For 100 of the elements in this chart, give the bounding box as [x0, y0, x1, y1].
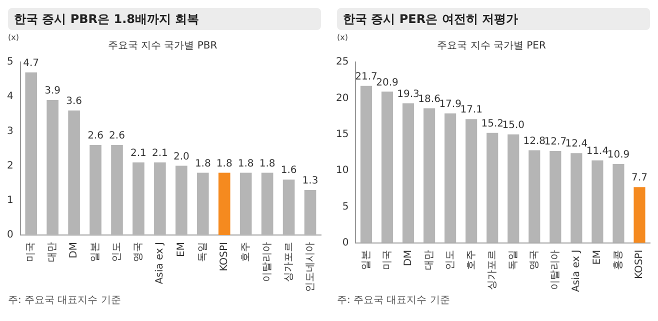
data-label: 1.8: [238, 158, 254, 170]
data-label: 1.6: [280, 165, 297, 176]
bar: [570, 153, 582, 243]
x-tick-label: 영국: [528, 250, 540, 270]
bar: [360, 86, 372, 243]
bar: [592, 160, 604, 243]
bar: [25, 72, 38, 235]
data-label: 1.8: [216, 158, 232, 170]
chart-title: 한국 증시 PER은 여전히 저평가: [337, 8, 650, 30]
data-label: 15.0: [502, 120, 525, 131]
x-tick-label: 이탈리아: [262, 242, 273, 282]
bar: [90, 145, 102, 235]
x-tick-label: DM: [68, 242, 80, 258]
y-axis-title: (x): [8, 33, 19, 42]
bar: [132, 162, 144, 235]
chart-title: 한국 증시 PBR은 1.8배까지 회복: [8, 8, 321, 30]
bar: [528, 150, 540, 243]
y-tick-label: 15: [336, 128, 349, 140]
y-tick-label: 1: [6, 194, 14, 206]
data-label: 1.8: [259, 158, 276, 170]
bar: [196, 172, 209, 235]
x-tick-label: KOSPI: [634, 250, 646, 280]
y-tick-label: 4: [6, 91, 14, 102]
x-tick-label: 호주: [466, 250, 477, 270]
x-tick-label: KOSPI: [218, 242, 230, 272]
data-label: 2.0: [173, 151, 190, 162]
bar: [218, 172, 230, 235]
x-tick-label: 호주: [240, 242, 252, 262]
data-label: 18.6: [418, 94, 440, 105]
x-tick-label: 대만: [424, 250, 435, 270]
data-label: 1.3: [302, 176, 318, 187]
x-tick-label: 인도: [444, 250, 456, 270]
bar: [508, 134, 520, 243]
y-tick-label: 10: [336, 165, 349, 176]
x-tick-label: 대만: [47, 242, 58, 262]
bar: [282, 180, 295, 235]
bar: [304, 190, 316, 235]
bar: [154, 162, 166, 235]
data-label: 17.9: [439, 98, 462, 110]
x-tick-label: 독일: [197, 242, 208, 262]
data-label: 2.6: [109, 130, 125, 142]
x-tick-label: 일본: [90, 242, 102, 262]
bar: [612, 164, 624, 243]
data-label: 7.7: [632, 172, 648, 184]
y-tick-label: 20: [336, 92, 349, 104]
bar: [402, 103, 414, 243]
data-label: 2.6: [88, 130, 104, 142]
text: 주: 주요국 대표지수 기준: [337, 295, 451, 307]
data-label: 12.4: [565, 138, 588, 150]
bar: [486, 132, 498, 243]
x-tick-label: 인도: [112, 242, 123, 262]
x-tick-label: EM: [176, 242, 188, 257]
bar: [46, 100, 58, 235]
y-tick-label: 0: [6, 230, 14, 241]
data-label: 21.7: [355, 71, 378, 82]
data-label: 15.2: [481, 118, 504, 130]
x-tick-label: 이탈리아: [550, 250, 562, 290]
chart-subtitle: 주요국 지수 국가별 PBR: [108, 40, 218, 52]
data-label: 3.6: [66, 96, 82, 108]
bar: [68, 110, 80, 235]
bar: [550, 150, 562, 243]
data-label: 2.1: [152, 148, 168, 159]
bar: [444, 113, 456, 243]
y-tick-label: 0: [342, 237, 349, 248]
x-tick-label: Asia ex J: [571, 250, 582, 292]
data-label: 11.4: [586, 146, 609, 157]
data-label: 10.9: [607, 150, 630, 161]
bar: [176, 166, 188, 235]
x-tick-label: 홍콩: [613, 250, 624, 270]
data-label: 12.8: [523, 136, 546, 147]
x-tick-label: 일본: [360, 250, 372, 270]
data-label: 17.1: [460, 104, 482, 116]
y-tick-label: 5: [6, 56, 14, 68]
x-tick-label: 싱가포르: [283, 242, 294, 282]
x-tick-label: 영국: [133, 242, 144, 262]
chart-subtitle: 주요국 지수 국가별 PER: [437, 40, 546, 52]
y-tick-label: 2: [6, 160, 14, 172]
x-tick-label: 싱가포르: [486, 250, 498, 290]
x-tick-label: 미국: [382, 250, 393, 270]
data-label: 3.9: [44, 86, 61, 97]
bar: [424, 108, 436, 243]
data-label: 20.9: [376, 77, 398, 88]
y-tick-label: 5: [342, 201, 349, 212]
x-tick-label: DM: [402, 250, 414, 266]
data-label: 2.1: [130, 148, 146, 159]
y-axis-title: (x): [337, 33, 348, 42]
bar: [381, 92, 394, 243]
x-tick-label: 미국: [26, 242, 37, 262]
bar: [261, 172, 274, 235]
data-label: 4.7: [23, 58, 40, 69]
x-tick-label: 독일: [508, 250, 519, 270]
bar: [111, 145, 123, 235]
y-tick-label: 25: [336, 56, 349, 68]
text: 주: 주요국 대표지수 기준: [8, 295, 122, 307]
x-tick-label: Asia ex J: [154, 242, 166, 284]
data-label: 1.8: [194, 158, 211, 170]
bar: [634, 187, 646, 243]
data-label: 19.3: [397, 88, 420, 100]
data-label: 12.7: [544, 136, 567, 148]
x-tick-label: 인도네시아: [304, 242, 316, 292]
